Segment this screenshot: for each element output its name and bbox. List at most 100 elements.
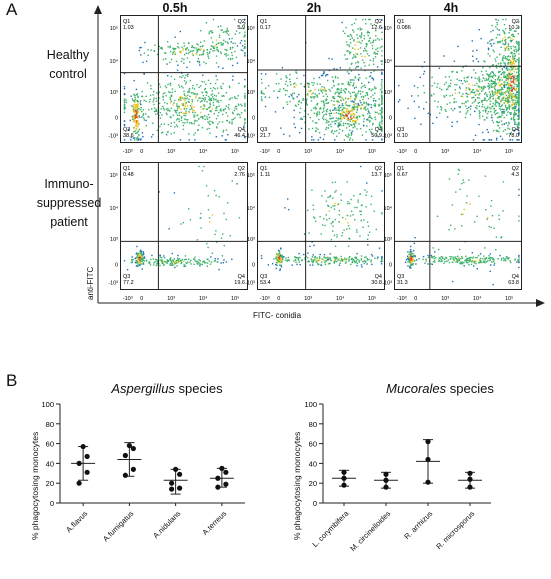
event-dot <box>518 115 520 117</box>
event-dot <box>134 107 137 109</box>
event-dot <box>317 259 320 261</box>
event-dot <box>509 133 512 135</box>
event-dot <box>368 75 371 78</box>
event-dot <box>513 63 515 65</box>
event-dot <box>501 91 503 93</box>
event-dot <box>508 78 510 80</box>
y-tick-label: 0 <box>252 115 255 121</box>
event-dot <box>177 254 179 257</box>
event-dot <box>227 134 229 136</box>
event-dot <box>498 115 500 117</box>
event-dot <box>333 208 336 210</box>
event-dot <box>460 95 463 97</box>
event-dot <box>379 109 381 112</box>
event-dot <box>140 260 142 262</box>
event-dot <box>368 129 371 131</box>
event-dot <box>335 120 338 122</box>
event-dot <box>501 87 503 90</box>
event-dot <box>510 105 513 107</box>
quadrant-name: Q1 <box>260 19 267 25</box>
event-dot <box>261 99 263 102</box>
event-dot <box>347 203 349 205</box>
event-dot <box>509 83 511 85</box>
event-dot <box>405 259 408 261</box>
event-dot <box>490 85 492 87</box>
event-dot <box>422 73 425 75</box>
event-dot <box>465 113 467 115</box>
event-dot <box>349 116 352 118</box>
event-dot <box>123 125 126 127</box>
event-dot <box>381 100 383 102</box>
event-dot <box>321 258 323 260</box>
event-dot <box>518 194 520 196</box>
event-dot <box>312 254 314 256</box>
event-dot <box>215 75 217 77</box>
event-dot <box>228 108 230 110</box>
event-dot <box>244 110 246 112</box>
event-dot <box>174 109 176 111</box>
event-dot <box>418 258 420 260</box>
event-dot <box>488 139 490 141</box>
event-dot <box>141 260 143 262</box>
event-dot <box>381 92 383 94</box>
event-dot <box>174 53 176 55</box>
title-rest: species <box>446 381 494 396</box>
event-dot <box>135 88 138 91</box>
event-dot <box>229 122 231 124</box>
event-dot <box>136 262 138 264</box>
event-dot <box>275 261 278 264</box>
event-dot <box>335 91 337 94</box>
event-dot <box>358 116 361 118</box>
event-dot <box>460 80 462 82</box>
event-dot <box>324 190 326 192</box>
event-dot <box>411 251 413 253</box>
event-dot <box>507 80 510 82</box>
event-dot <box>445 81 447 84</box>
event-dot <box>510 111 512 114</box>
event-dot <box>327 259 329 261</box>
event-dot <box>236 45 239 47</box>
event-dot <box>518 45 520 47</box>
event-dot <box>491 95 493 98</box>
quadrant-percentage: 19.6 <box>234 280 245 286</box>
event-dot <box>199 217 201 219</box>
event-dot <box>166 113 168 116</box>
event-dot <box>200 106 202 108</box>
event-dot <box>348 72 350 75</box>
event-dot <box>326 108 329 110</box>
event-dot <box>487 82 490 85</box>
event-dot <box>189 219 192 221</box>
event-dot <box>345 108 348 111</box>
event-dot <box>338 101 340 103</box>
event-dot <box>318 111 321 113</box>
event-dot <box>495 139 498 141</box>
event-dot <box>175 124 178 126</box>
event-dot <box>364 260 366 262</box>
event-dot <box>501 69 504 71</box>
event-dot <box>506 73 508 76</box>
event-dot <box>476 78 479 80</box>
mucorales-chart-title: Mucorales species <box>315 381 551 396</box>
event-dot <box>367 30 369 33</box>
event-dot <box>184 77 186 79</box>
event-dot <box>244 122 246 125</box>
event-dot <box>408 253 410 256</box>
event-dot <box>452 280 454 283</box>
event-dot <box>486 113 489 115</box>
event-dot <box>360 67 362 69</box>
event-dot <box>381 123 383 125</box>
event-dot <box>472 60 474 62</box>
quadrant-name: Q2 <box>375 166 382 172</box>
event-dot <box>340 193 342 196</box>
event-dot <box>325 99 327 102</box>
event-dot <box>510 85 512 87</box>
event-dot <box>332 104 334 106</box>
event-dot <box>511 81 513 83</box>
event-dot <box>341 232 344 234</box>
event-dot <box>360 37 362 39</box>
event-dot <box>489 73 491 76</box>
event-dot <box>492 49 494 51</box>
event-dot <box>284 94 287 96</box>
event-dot <box>140 254 143 256</box>
